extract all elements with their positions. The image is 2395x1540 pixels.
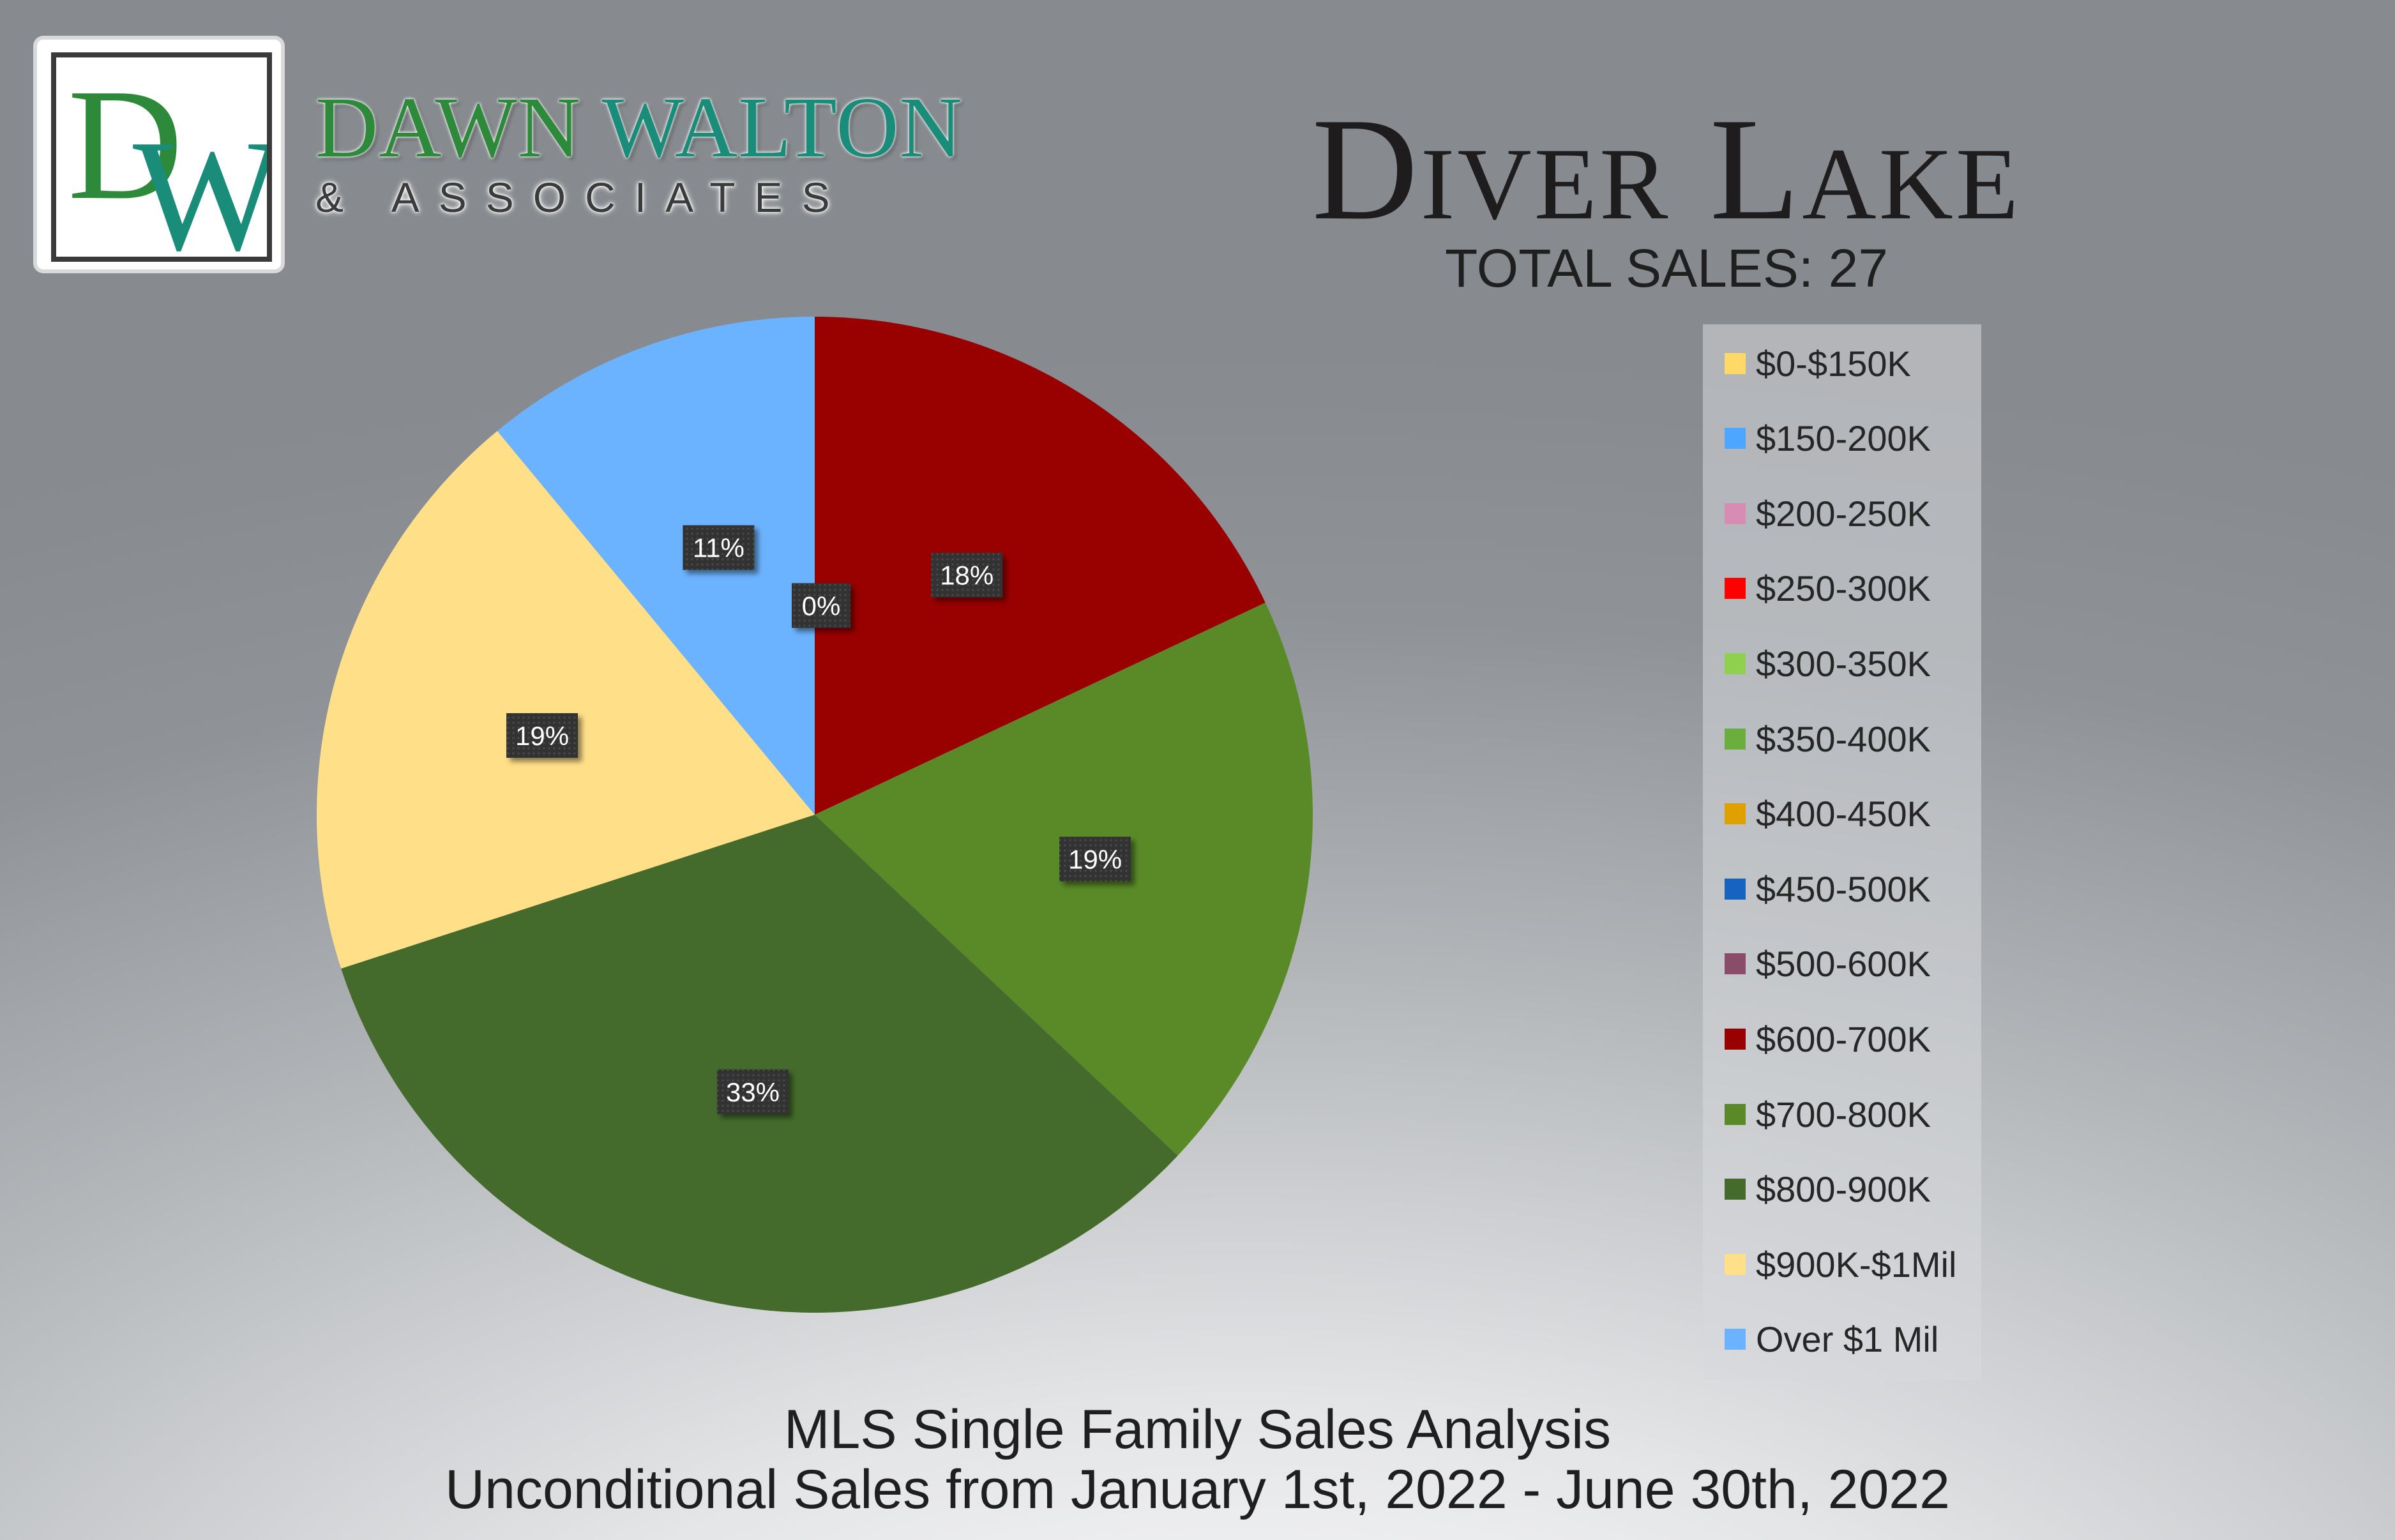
chart-legend: $0-$150K $150-200K $200-250K $250-300K $300-… — [1703, 324, 1981, 1380]
legend-label: $350-400K — [1756, 718, 1931, 759]
legend-label: $300-350K — [1756, 643, 1931, 684]
data-label-800-900k: 33% — [717, 1069, 789, 1114]
legend-label: $150-200K — [1756, 418, 1931, 459]
data-label-text: 33% — [726, 1077, 780, 1107]
chart-title: Diver Lake — [1311, 87, 2021, 250]
pie-slice-900k-1mil — [317, 430, 815, 969]
dw-monogram-icon: D W — [68, 57, 267, 257]
data-label-box — [717, 1069, 789, 1114]
brand-first: DAWN — [315, 80, 582, 176]
legend-label: $250-300K — [1756, 568, 1931, 609]
legend-swatch — [1725, 1028, 1746, 1050]
legend-label: $900K-$1Mil — [1756, 1244, 1957, 1285]
data-label-text: 19% — [1068, 845, 1122, 875]
legend-item-over-1-mil: Over $1 Mil — [1725, 1317, 1938, 1362]
legend-item-400-450k: $400-450K — [1725, 792, 1931, 836]
data-label-over-1-mil: 11% — [683, 525, 755, 570]
logo-badge: D W — [37, 40, 281, 269]
legend-item-300-350k: $300-350K — [1725, 641, 1931, 686]
legend-label: $500-600K — [1756, 944, 1931, 985]
data-label-text: 19% — [515, 721, 569, 751]
data-label-600-700k: 18% — [931, 552, 1003, 598]
legend-item-450-500k: $450-500K — [1725, 866, 1931, 911]
data-label-box — [1059, 836, 1131, 882]
legend-swatch — [1725, 578, 1746, 600]
legend-item-250-300k: $250-300K — [1725, 566, 1931, 611]
legend-item-900k-1mil: $900K-$1Mil — [1725, 1242, 1956, 1287]
legend-swatch — [1725, 653, 1746, 674]
data-label-box — [931, 552, 1003, 598]
legend-swatch — [1725, 803, 1746, 825]
data-label-text: 11% — [693, 533, 744, 563]
legend-item-600-700k: $600-700K — [1725, 1016, 1931, 1061]
total-sales: TOTAL SALES: 27 — [1444, 238, 1889, 298]
legend-item-350-400k: $350-400K — [1725, 716, 1931, 761]
monogram-d: D — [68, 57, 183, 233]
data-label-box — [792, 583, 850, 628]
brand-last: WALTON — [601, 80, 963, 176]
monogram-w: W — [133, 107, 267, 257]
legend-swatch — [1725, 953, 1746, 975]
footer-line-2: Unconditional Sales from January 1st, 20… — [445, 1459, 1950, 1520]
legend-label: $400-450K — [1756, 794, 1931, 834]
legend-swatch — [1725, 428, 1746, 449]
legend-swatch — [1725, 1329, 1746, 1350]
pie-slice-800-900k — [341, 815, 1178, 1313]
brand-name: DAWN WALTON — [315, 84, 962, 171]
pie-slice-over-1-mil — [497, 317, 815, 815]
data-label-box — [683, 525, 755, 570]
legend-item-200-250k: $200-250K — [1725, 491, 1931, 536]
data-label-700-800k: 19% — [1059, 836, 1131, 882]
legend-item-700-800k: $700-800K — [1725, 1092, 1931, 1136]
legend-label: $450-500K — [1756, 868, 1931, 909]
legend-label: $0-$150K — [1756, 343, 1911, 384]
pie-slices — [317, 317, 1313, 1313]
legend-swatch — [1725, 502, 1746, 524]
legend-label: $200-250K — [1756, 493, 1931, 534]
legend-label: $700-800K — [1756, 1094, 1931, 1135]
legend-swatch — [1725, 1253, 1746, 1275]
legend-item-0-150k: $0-$150K — [1725, 341, 1911, 386]
data-label-text: 0% — [802, 591, 841, 621]
brand-sub: & ASSOCIATES — [315, 174, 849, 221]
data-label-0-150k: 0% — [792, 583, 850, 628]
logo-monogram-frame: D W — [51, 52, 272, 262]
brand-wordmark: DAWN WALTON & ASSOCIATES — [315, 84, 962, 221]
footer-line-1: MLS Single Family Sales Analysis — [783, 1399, 1612, 1460]
legend-swatch — [1725, 1103, 1746, 1125]
data-label-text: 18% — [940, 561, 994, 591]
legend-swatch — [1725, 728, 1746, 750]
data-label-900k-1mil: 19% — [506, 713, 578, 758]
legend-label: Over $1 Mil — [1756, 1319, 1939, 1360]
legend-swatch — [1725, 1179, 1746, 1200]
pie-slice-600-700k — [815, 317, 1265, 815]
legend-swatch — [1725, 878, 1746, 900]
pie-data-labels: 18% 19% 33% 19% 11% 0% — [506, 525, 1131, 1114]
data-label-box — [506, 713, 578, 758]
legend-swatch — [1725, 352, 1746, 374]
legend-label: $600-700K — [1756, 1018, 1931, 1059]
legend-label: $800-900K — [1756, 1169, 1931, 1210]
legend-item-800-900k: $800-900K — [1725, 1167, 1931, 1212]
legend-item-500-600k: $500-600K — [1725, 942, 1931, 986]
legend-item-150-200k: $150-200K — [1725, 416, 1931, 461]
